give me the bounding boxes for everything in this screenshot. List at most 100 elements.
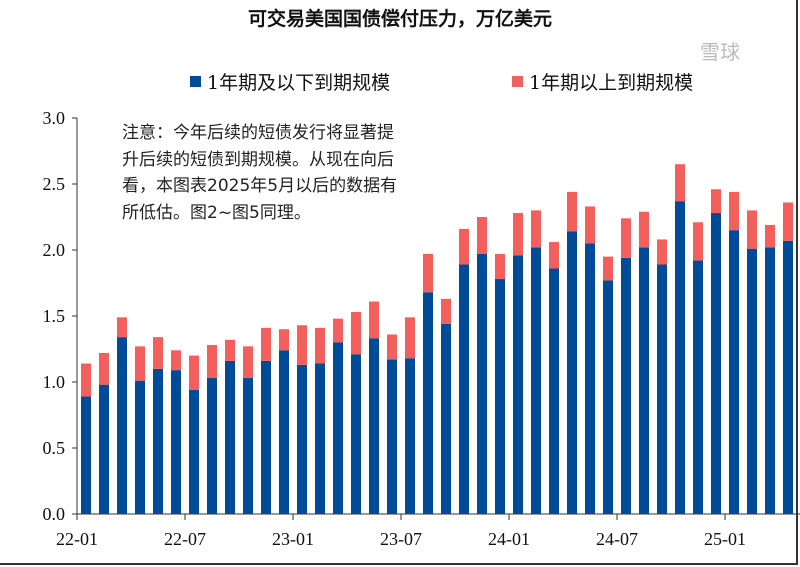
x-tick-label: 23-01 [272, 529, 314, 549]
bar-short-2025-04 [783, 240, 793, 514]
bar-long-2023-01 [297, 325, 307, 365]
bar-long-2023-03 [333, 318, 343, 343]
bar-short-2025-01 [729, 230, 739, 514]
bar-long-2024-05 [585, 206, 595, 244]
legend-swatch-long [512, 76, 523, 87]
bar-long-2022-07 [189, 355, 199, 390]
bar-short-2023-05 [369, 338, 379, 514]
bar-long-2022-01 [81, 363, 91, 397]
legend-item-short: 1年期及以下到期规模 [190, 68, 390, 95]
bar-long-2024-08 [639, 211, 649, 248]
bar-short-2022-03 [117, 337, 127, 514]
y-tick-label: 2.0 [43, 240, 66, 260]
bar-long-2024-06 [603, 256, 613, 281]
bar-long-2024-12 [711, 189, 721, 214]
bar-long-2022-04 [135, 346, 145, 381]
y-tick-label: 1.0 [43, 372, 66, 392]
x-tick-label: 25-01 [704, 529, 746, 549]
bar-short-2024-11 [693, 260, 703, 514]
bar-long-2023-04 [351, 312, 361, 355]
bar-short-2022-05 [153, 368, 163, 514]
bar-short-2023-04 [351, 354, 361, 514]
bar-long-2023-07 [405, 317, 415, 359]
bar-short-2023-11 [477, 253, 487, 514]
x-tick-label: 23-07 [380, 529, 422, 549]
bar-short-2022-08 [207, 378, 217, 514]
bar-short-2022-09 [225, 360, 235, 514]
bar-short-2024-10 [675, 201, 685, 514]
chart-title: 可交易美国国债偿付压力，万亿美元 [247, 8, 552, 30]
bar-long-2025-02 [747, 210, 757, 249]
bar-long-2023-05 [369, 301, 379, 339]
bar-short-2024-07 [621, 257, 631, 514]
bar-long-2024-10 [675, 164, 685, 202]
bar-long-2022-03 [117, 317, 127, 338]
bar-long-2023-11 [477, 217, 487, 254]
bar-short-2022-11 [261, 360, 271, 514]
watermark: 雪球 [700, 40, 740, 64]
bar-long-2023-08 [423, 253, 433, 293]
legend-label-short: 1年期及以下到期规模 [207, 72, 391, 94]
bar-short-2024-03 [549, 268, 559, 514]
bar-long-2022-05 [153, 337, 163, 369]
bar-short-2022-10 [243, 378, 253, 514]
bar-long-2025-04 [783, 202, 793, 241]
x-tick-label: 22-01 [56, 529, 98, 549]
bar-long-2025-01 [729, 191, 739, 231]
bar-long-2024-07 [621, 218, 631, 258]
bar-short-2022-01 [81, 396, 91, 514]
bar-short-2023-10 [459, 264, 469, 514]
y-tick-label: 0.0 [43, 504, 66, 524]
bar-short-2023-09 [441, 323, 451, 514]
bar-short-2024-12 [711, 213, 721, 515]
bar-long-2022-12 [279, 329, 289, 351]
x-tick-label: 22-07 [164, 529, 206, 549]
legend-item-long: 1年期以上到期规模 [512, 68, 693, 95]
bar-short-2023-01 [297, 364, 307, 514]
bar-long-2022-08 [207, 345, 217, 379]
bar-short-2024-08 [639, 247, 649, 515]
bar-short-2024-01 [513, 255, 523, 514]
y-tick-label: 2.5 [43, 174, 66, 194]
bar-short-2022-02 [99, 384, 109, 514]
bar-long-2023-02 [315, 327, 325, 364]
bar-short-2024-06 [603, 280, 613, 514]
bar-long-2023-10 [459, 228, 469, 265]
y-tick-label: 0.5 [43, 438, 66, 458]
bar-long-2022-11 [261, 327, 271, 361]
legend-swatch-short [190, 76, 201, 87]
bar-long-2022-02 [99, 352, 109, 385]
bar-short-2023-02 [315, 363, 325, 514]
bar-long-2024-02 [531, 210, 541, 248]
bar-short-2024-05 [585, 243, 595, 514]
bar-short-2022-04 [135, 380, 145, 514]
y-tick-label: 3.0 [43, 108, 66, 128]
bar-short-2022-07 [189, 389, 199, 514]
bar-long-2023-09 [441, 298, 451, 324]
bar-short-2025-02 [747, 248, 757, 514]
bar-long-2024-01 [513, 213, 523, 256]
x-tick-label: 24-01 [488, 529, 530, 549]
bar-short-2022-12 [279, 350, 289, 514]
bar-long-2023-12 [495, 253, 505, 280]
bar-short-2025-03 [765, 247, 775, 515]
bar-short-2024-02 [531, 247, 541, 515]
chart-annotation: 注意：今年后续的短债发行将显著提升后续的短债到期规模。从现在向后看，本图表202… [122, 123, 398, 223]
bar-long-2022-06 [171, 350, 181, 371]
legend-label-long: 1年期以上到期规模 [529, 72, 694, 94]
bar-short-2022-06 [171, 370, 181, 514]
bar-long-2024-11 [693, 222, 703, 261]
y-tick-label: 1.5 [43, 306, 66, 326]
bar-short-2023-06 [387, 359, 397, 514]
bar-long-2024-03 [549, 242, 559, 269]
bar-short-2024-04 [567, 231, 577, 514]
x-tick-label: 24-07 [596, 529, 638, 549]
bar-short-2023-12 [495, 279, 505, 514]
bar-long-2025-03 [765, 224, 775, 248]
bar-long-2022-10 [243, 346, 253, 379]
bar-short-2023-08 [423, 292, 433, 514]
bar-long-2024-04 [567, 191, 577, 232]
bar-long-2024-09 [657, 239, 667, 265]
